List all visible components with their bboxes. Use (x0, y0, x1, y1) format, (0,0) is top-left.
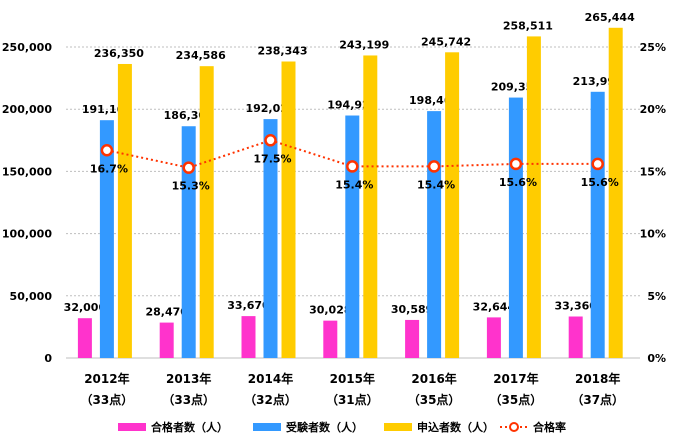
y-right-tick-label: 10% (640, 228, 666, 241)
right-y-axis: 0% 5% 10% 15% 20% 25% (640, 41, 666, 365)
legend-swatch (118, 423, 146, 431)
passers-value-label: 33,360 (554, 300, 597, 313)
y-right-tick-label: 20% (640, 103, 666, 116)
x-category-sublabel: （33点） (81, 392, 134, 407)
passers-value-label: 32,000 (64, 301, 107, 314)
applicants-bar (363, 55, 378, 358)
passers-value-label: 33,670 (227, 299, 270, 312)
y-left-tick-label: 150,000 (2, 165, 52, 178)
passers-bar (405, 319, 420, 358)
examinees-bar (263, 119, 278, 358)
y-left-tick-label: 250,000 (2, 41, 52, 54)
legend-label: 合格率 (533, 420, 566, 434)
pass-rate-value-label: 15.6% (581, 176, 619, 189)
x-category-label: 2013年 (166, 371, 211, 386)
pass-rate-marker (427, 160, 441, 173)
legend-label: 合格者数（人） (151, 420, 228, 434)
passers-bar (568, 316, 583, 358)
pass-rate-value-label: 17.5% (253, 152, 291, 165)
examinees-bar (590, 91, 605, 358)
applicants-value-label: 243,199 (339, 38, 389, 51)
passers-value-label: 28,470 (145, 306, 188, 319)
x-category-sublabel: （33点） (162, 392, 215, 407)
passers-value-label: 30,028 (309, 304, 351, 317)
applicants-bar (445, 52, 460, 359)
x-category-label: 2017年 (493, 371, 538, 386)
applicants-value-label: 234,586 (176, 49, 226, 62)
y-left-tick-label: 0 (44, 352, 52, 365)
y-left-tick-label: 100,000 (2, 228, 52, 241)
applicants-bar (526, 36, 541, 358)
passers-bar (241, 316, 256, 358)
pass-rate-marker (346, 160, 359, 173)
x-category-label: 2018年 (575, 371, 620, 386)
x-category-sublabel: （35点） (490, 392, 543, 407)
applicants-bar (281, 61, 296, 358)
passers-bar (486, 317, 501, 358)
y-right-tick-label: 25% (640, 41, 666, 54)
bars: 32,000 28,470 33,670 30,028 30,589 32,644 33,3… (64, 11, 635, 359)
pass-rate-value-label: 15.4% (417, 178, 455, 191)
y-right-tick-label: 15% (640, 165, 666, 178)
legend-swatch (384, 423, 412, 431)
pass-rate-marker (264, 134, 277, 147)
legend: 合格者数（人） 受験者数（人） 申込者数（人） 合格率 (118, 420, 566, 434)
pass-rate-line: 16.7% 15.3% 17.5% 15.4% 15.4% 15.6% 15.6% (90, 134, 619, 193)
y-right-tick-label: 5% (647, 290, 666, 303)
y-left-tick-label: 200,000 (2, 103, 52, 116)
x-category-label: 2014年 (248, 371, 293, 386)
pass-rate-marker (591, 157, 604, 171)
legend-label: 申込者数（人） (417, 420, 494, 434)
passers-value-label: 32,644 (473, 300, 516, 313)
applicants-bar (117, 63, 132, 359)
applicants-value-label: 238,343 (257, 45, 307, 58)
legend-label: 受験者数（人） (286, 420, 363, 434)
applicants-bar (608, 27, 623, 359)
pass-rate-value-label: 15.3% (172, 180, 210, 193)
x-category-sublabel: （35点） (408, 392, 461, 407)
examinees-bar (508, 97, 523, 358)
x-category-sublabel: （32点） (244, 392, 297, 407)
x-category-label: 2016年 (411, 371, 456, 386)
x-axis: 2012年 （33点） 2013年 （33点） 2014年 （32点） 2015年 （31点）… (81, 371, 625, 407)
x-category-label: 2012年 (84, 371, 129, 386)
applicants-value-label: 258,511 (503, 19, 553, 32)
passers-value-label: 30,589 (391, 303, 433, 316)
x-category-sublabel: （37点） (571, 392, 624, 407)
pass-rate-value-label: 15.6% (499, 176, 537, 189)
legend-swatch (253, 423, 281, 431)
applicants-bar (199, 66, 214, 358)
applicants-value-label: 245,742 (421, 35, 471, 48)
left-y-axis: 0 50,000 100,000 150,000 200,000 250,000 (2, 41, 52, 365)
passers-bar (77, 318, 92, 358)
pass-rate-marker (509, 157, 523, 171)
passers-bar (323, 320, 338, 358)
examinees-bar (427, 111, 442, 358)
examinees-bar (181, 126, 196, 358)
examinees-bar (99, 120, 114, 358)
pass-rate-marker (100, 144, 114, 157)
x-category-label: 2015年 (330, 371, 375, 386)
passers-bar (159, 322, 174, 358)
applicants-value-label: 265,444 (585, 11, 635, 24)
pass-rate-value-label: 16.7% (90, 162, 128, 175)
pass-rate-value-label: 15.4% (335, 178, 373, 191)
x-category-sublabel: （31点） (326, 392, 379, 407)
pass-rate-marker (182, 161, 195, 174)
y-left-tick-label: 50,000 (10, 290, 53, 303)
y-right-tick-label: 0% (647, 352, 666, 365)
examinees-bar (345, 115, 360, 358)
applicants-value-label: 236,350 (94, 47, 144, 60)
legend-marker (509, 422, 519, 432)
